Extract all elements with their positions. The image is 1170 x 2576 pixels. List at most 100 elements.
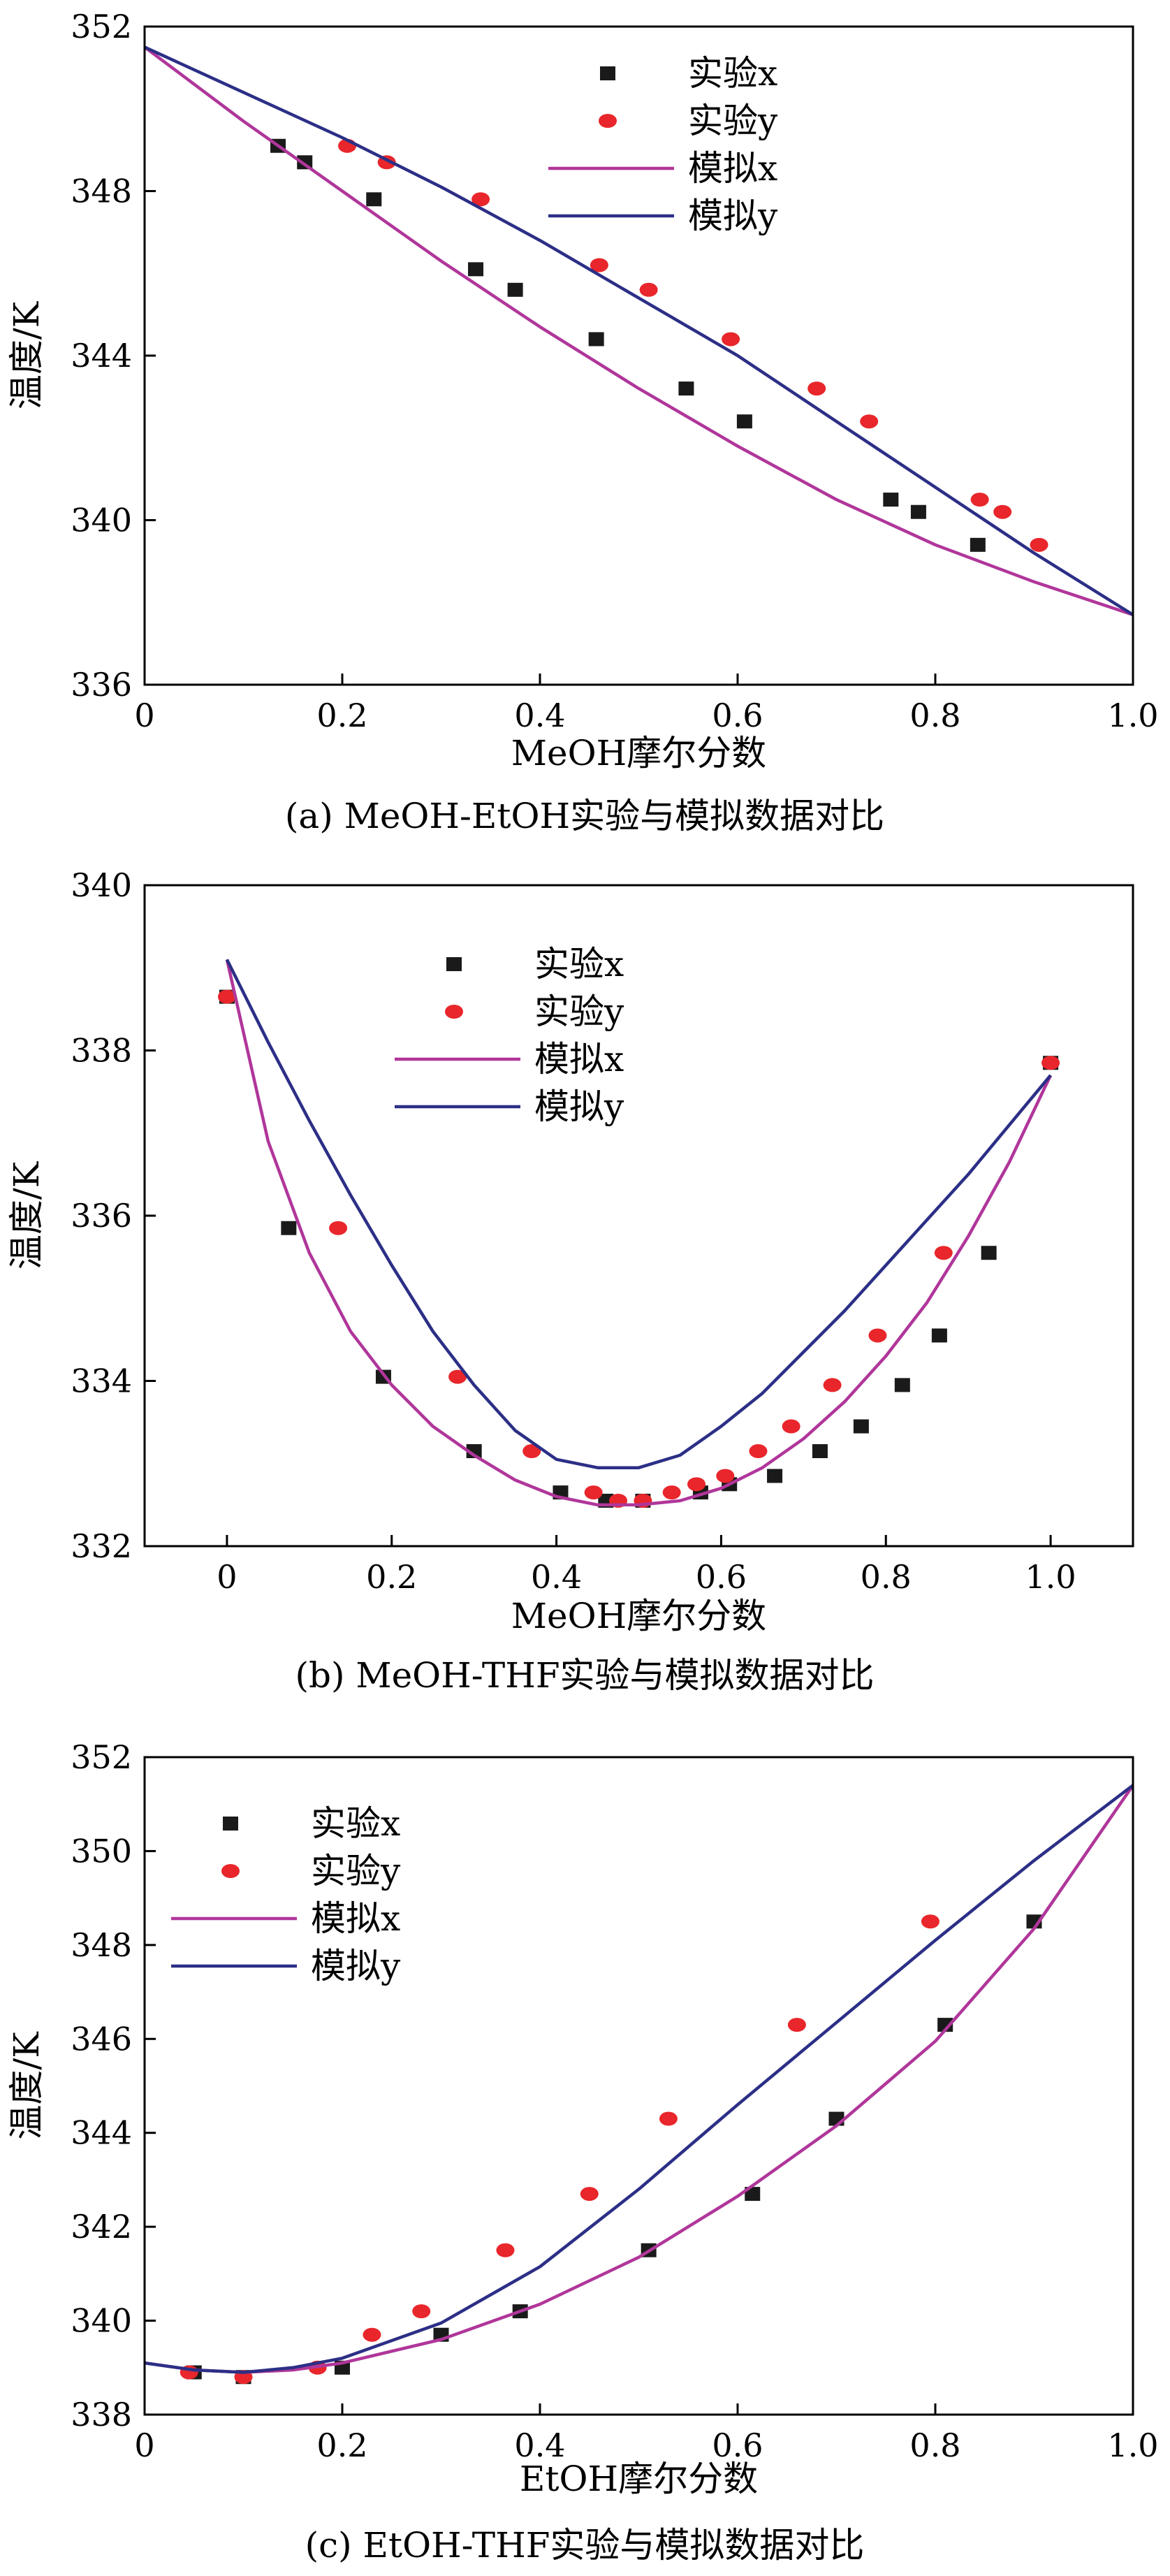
x-tick-label: 0.2 [316,2426,367,2464]
x-axis-label: MeOH摩尔分数 [511,1596,766,1636]
x-tick-label: 0.6 [712,2426,763,2464]
legend-swatch-ellipse [221,1864,240,1878]
series-line-sim-x [145,45,1133,617]
y-tick-label: 338 [71,2396,132,2433]
x-tick-label: 1.0 [1107,697,1158,734]
y-tick-label: 352 [71,1738,132,1776]
data-point-exp-x [981,1246,997,1260]
series-line-sim-y [225,959,1052,1469]
y-tick-label: 334 [71,1362,132,1400]
x-tick-label: 0.8 [909,697,960,734]
data-point-exp-x [931,1328,947,1343]
data-point-exp-x [937,2018,953,2032]
x-tick-label: 0 [217,1558,237,1596]
data-point-exp-x [812,1444,828,1459]
series-line-sim-y [145,45,1133,616]
y-tick-label: 340 [71,866,132,904]
y-tick-label: 350 [71,1832,132,1870]
y-tick-label: 348 [71,173,132,210]
y-tick-label: 338 [71,1032,132,1070]
data-point-exp-y [823,1378,842,1392]
data-point-exp-x [910,504,926,519]
y-tick-label: 336 [71,1197,132,1235]
legend: 实验x 实验y 模拟x 模拟y [548,53,778,236]
y-tick-label: 346 [71,2020,132,2058]
data-point-exp-x [883,493,899,507]
data-point-exp-y [993,504,1012,519]
data-point-exp-x [678,381,694,396]
y-tick-label: 344 [71,2114,132,2152]
chart-panel-3: 0 0.2 0.4 0.6 0.8 1.0 338 340 342 344 346 348 350 352… [6,1738,1159,2566]
x-axis-label: EtOH摩尔分数 [520,2459,758,2499]
data-point-exp-y [522,1444,541,1459]
data-point-exp-y [412,2304,431,2319]
series-line-sim-x [145,1784,1133,2374]
data-point-exp-x [970,537,986,552]
data-point-exp-y [448,1369,467,1384]
y-tick-label: 344 [71,337,132,374]
y-tick-label: 340 [71,2302,132,2340]
data-point-exp-y [749,1444,768,1459]
plot-frame [143,884,1134,1548]
x-tick-label: 0.4 [514,2426,565,2464]
legend-label: 模拟y [688,196,778,236]
legend-swatch-ellipse [599,114,617,128]
data-point-exp-x [468,262,484,277]
data-point-exp-x [828,2111,844,2126]
data-point-exp-x [507,282,523,297]
data-point-exp-y [722,332,740,347]
data-point-exp-y [716,1469,735,1483]
legend-swatch-square [600,66,615,80]
data-point-exp-x [894,1378,910,1392]
x-tick-label: 0.2 [366,1558,417,1596]
x-tick-label: 1.0 [1025,1558,1076,1596]
y-tick-label: 336 [71,666,132,704]
data-point-exp-y [659,2111,678,2126]
legend-label: 模拟x [534,1039,624,1079]
data-point-exp-y [807,381,826,396]
figure-caption: (c) EtOH-THF实验与模拟数据对比 [305,2525,865,2566]
y-tick-label: 332 [71,1527,132,1565]
data-point-exp-y [662,1485,681,1500]
legend-label: 模拟x [311,1898,400,1939]
legend-label: 模拟y [534,1086,624,1127]
y-tick-label: 348 [71,1926,132,1964]
x-tick-label: 0.4 [514,697,565,734]
data-point-exp-y [363,2327,381,2342]
x-tick-label: 0.6 [712,697,763,734]
data-point-exp-y [580,2187,599,2202]
plot-frame [143,1756,1134,2416]
legend: 实验x 实验y 模拟x 模拟y [171,1803,401,1986]
data-point-exp-x [736,414,752,429]
data-point-exp-x [588,332,604,347]
y-tick-label: 342 [71,2208,132,2246]
x-tick-label: 1.0 [1107,2426,1158,2464]
data-point-exp-y [217,989,236,1004]
legend-label: 实验y [688,101,778,141]
data-point-exp-y [496,2243,515,2257]
data-point-exp-y [782,1419,800,1434]
x-axis-label: MeOH摩尔分数 [511,733,766,773]
plot-frame [143,25,1134,686]
x-tick-label: 0.2 [316,697,367,734]
x-tick-label: 0.8 [861,1558,912,1596]
legend-swatch-ellipse [445,1005,463,1019]
data-point-exp-x [366,192,382,207]
data-point-exp-y [584,1485,603,1500]
data-point-exp-y [639,282,658,297]
data-point-exp-y [590,258,608,272]
data-point-exp-y [921,1914,939,1929]
x-tick-label: 0 [134,697,154,734]
data-point-exp-y [471,192,490,207]
figure-caption: (a) MeOH-EtOH实验与模拟数据对比 [285,796,884,836]
data-point-exp-y [687,1477,706,1492]
series-line-sim-x [225,959,1053,1507]
legend-label: 实验y [311,1851,401,1891]
legend: 实验x 实验y 模拟x 模拟y [395,944,624,1127]
y-tick-label: 340 [71,502,132,539]
x-tick-label: 0.4 [531,1558,582,1596]
data-point-exp-y [934,1246,953,1260]
y-axis-label: 温度/K [6,300,47,409]
legend-label: 实验y [534,991,624,1032]
